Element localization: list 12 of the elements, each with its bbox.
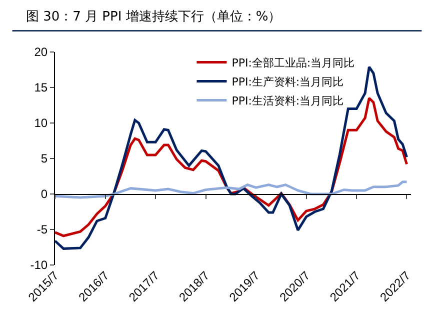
y-tick-label: 10 — [34, 116, 48, 130]
legend-label: PPI:生活资料:当月同比 — [232, 94, 344, 108]
legend-label: PPI:生产资料:当月同比 — [232, 76, 344, 89]
line-series — [55, 180, 408, 199]
legend-label: PPI:全部工业品:当月同比 — [232, 56, 355, 70]
chart-title: 图 30：7 月 PPI 增速持续下行（单位：%） — [26, 10, 282, 25]
y-tick-label: 5 — [40, 152, 48, 166]
y-tick-label: 15 — [34, 80, 48, 95]
y-tick-label: 0 — [40, 187, 48, 202]
y-tick-label: -5 — [36, 222, 48, 237]
y-tick-label: 20 — [34, 45, 48, 60]
y-tick-label: -10 — [30, 258, 48, 272]
